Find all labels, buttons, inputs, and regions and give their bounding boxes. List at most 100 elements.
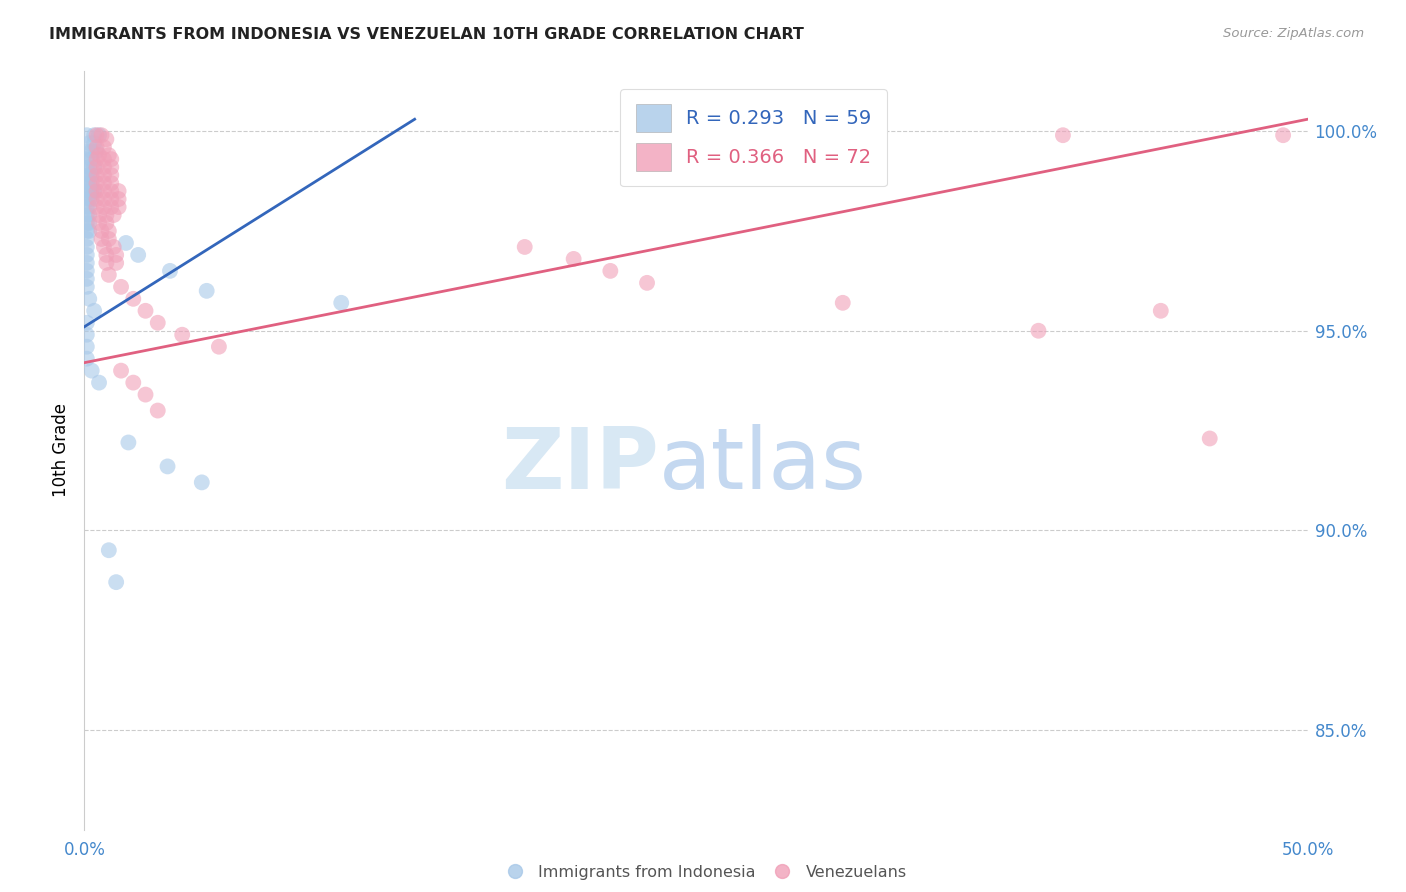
Point: [87, 208, 110, 222]
Point: [77, 208, 100, 222]
Point: [97, 148, 120, 162]
Point: [513, 240, 536, 254]
Point: [100, 152, 122, 166]
Point: [83, 184, 105, 198]
Point: [80, 184, 103, 198]
Point: [93, 240, 115, 254]
Point: [146, 403, 169, 417]
Point: [100, 200, 122, 214]
Point: [76, 256, 98, 270]
Point: [76, 264, 98, 278]
Point: [172, 327, 194, 342]
Point: [76, 176, 98, 190]
Point: [105, 256, 128, 270]
Point: [1028, 324, 1050, 338]
Point: [87, 216, 110, 230]
Point: [93, 176, 115, 190]
Point: [80, 144, 103, 158]
Point: [146, 316, 169, 330]
Point: [76, 160, 98, 174]
Point: [1052, 128, 1074, 143]
Point: [96, 132, 118, 146]
Point: [80, 168, 103, 182]
Point: [156, 459, 179, 474]
Point: [122, 292, 145, 306]
Y-axis label: 10th Grade: 10th Grade: [52, 403, 70, 498]
Point: [97, 543, 120, 558]
Point: [77, 136, 100, 151]
Point: [86, 128, 108, 143]
Point: [77, 184, 100, 198]
Point: [93, 168, 115, 182]
Point: [86, 140, 108, 154]
Point: [599, 264, 621, 278]
Text: Venezuelans: Venezuelans: [806, 865, 907, 880]
Point: [76, 208, 98, 222]
Point: [80, 152, 103, 166]
Point: [93, 192, 115, 206]
Point: [76, 316, 98, 330]
Point: [100, 160, 122, 174]
Point: [103, 208, 125, 222]
Point: [96, 208, 118, 222]
Point: [76, 144, 98, 158]
Point: [100, 168, 122, 182]
Point: [135, 387, 157, 401]
Point: [93, 184, 115, 198]
Point: [96, 256, 118, 270]
Point: [86, 160, 108, 174]
Point: [93, 200, 115, 214]
Point: [159, 264, 181, 278]
Point: [76, 224, 98, 238]
Point: [86, 152, 108, 166]
Point: [100, 176, 122, 190]
Point: [76, 128, 98, 143]
Point: [1150, 303, 1173, 318]
Point: [831, 295, 853, 310]
Point: [83, 160, 105, 174]
Point: [103, 240, 125, 254]
Point: [76, 327, 98, 342]
Point: [1198, 432, 1220, 446]
Point: [86, 168, 108, 182]
Point: [86, 192, 108, 206]
Point: [97, 268, 120, 282]
Point: [783, 148, 806, 162]
Point: [110, 280, 132, 294]
Point: [76, 272, 98, 286]
Point: [87, 128, 110, 143]
Point: [77, 192, 100, 206]
Point: [110, 364, 132, 378]
Point: [105, 248, 128, 262]
Point: [76, 232, 98, 246]
Point: [831, 160, 853, 174]
Point: [1272, 128, 1295, 143]
Point: [107, 200, 129, 214]
Point: [191, 475, 214, 490]
Point: [83, 136, 105, 151]
Point: [76, 240, 98, 254]
Point: [90, 224, 112, 238]
Point: [770, 864, 793, 879]
Point: [77, 292, 100, 306]
Point: [105, 575, 128, 590]
Point: [80, 176, 103, 190]
Point: [76, 184, 98, 198]
Point: [107, 184, 129, 198]
Point: [77, 160, 100, 174]
Point: [90, 128, 112, 143]
Point: [83, 128, 105, 143]
Point: [76, 200, 98, 214]
Point: [87, 148, 110, 162]
Point: [76, 248, 98, 262]
Point: [77, 216, 100, 230]
Point: [127, 248, 149, 262]
Point: [76, 351, 98, 366]
Point: [208, 340, 231, 354]
Point: [195, 284, 218, 298]
Point: [77, 224, 100, 238]
Legend: R = 0.293   N = 59, R = 0.366   N = 72: R = 0.293 N = 59, R = 0.366 N = 72: [620, 88, 887, 186]
Point: [97, 224, 120, 238]
Text: IMMIGRANTS FROM INDONESIA VS VENEZUELAN 10TH GRADE CORRELATION CHART: IMMIGRANTS FROM INDONESIA VS VENEZUELAN …: [49, 27, 804, 42]
Point: [93, 160, 115, 174]
